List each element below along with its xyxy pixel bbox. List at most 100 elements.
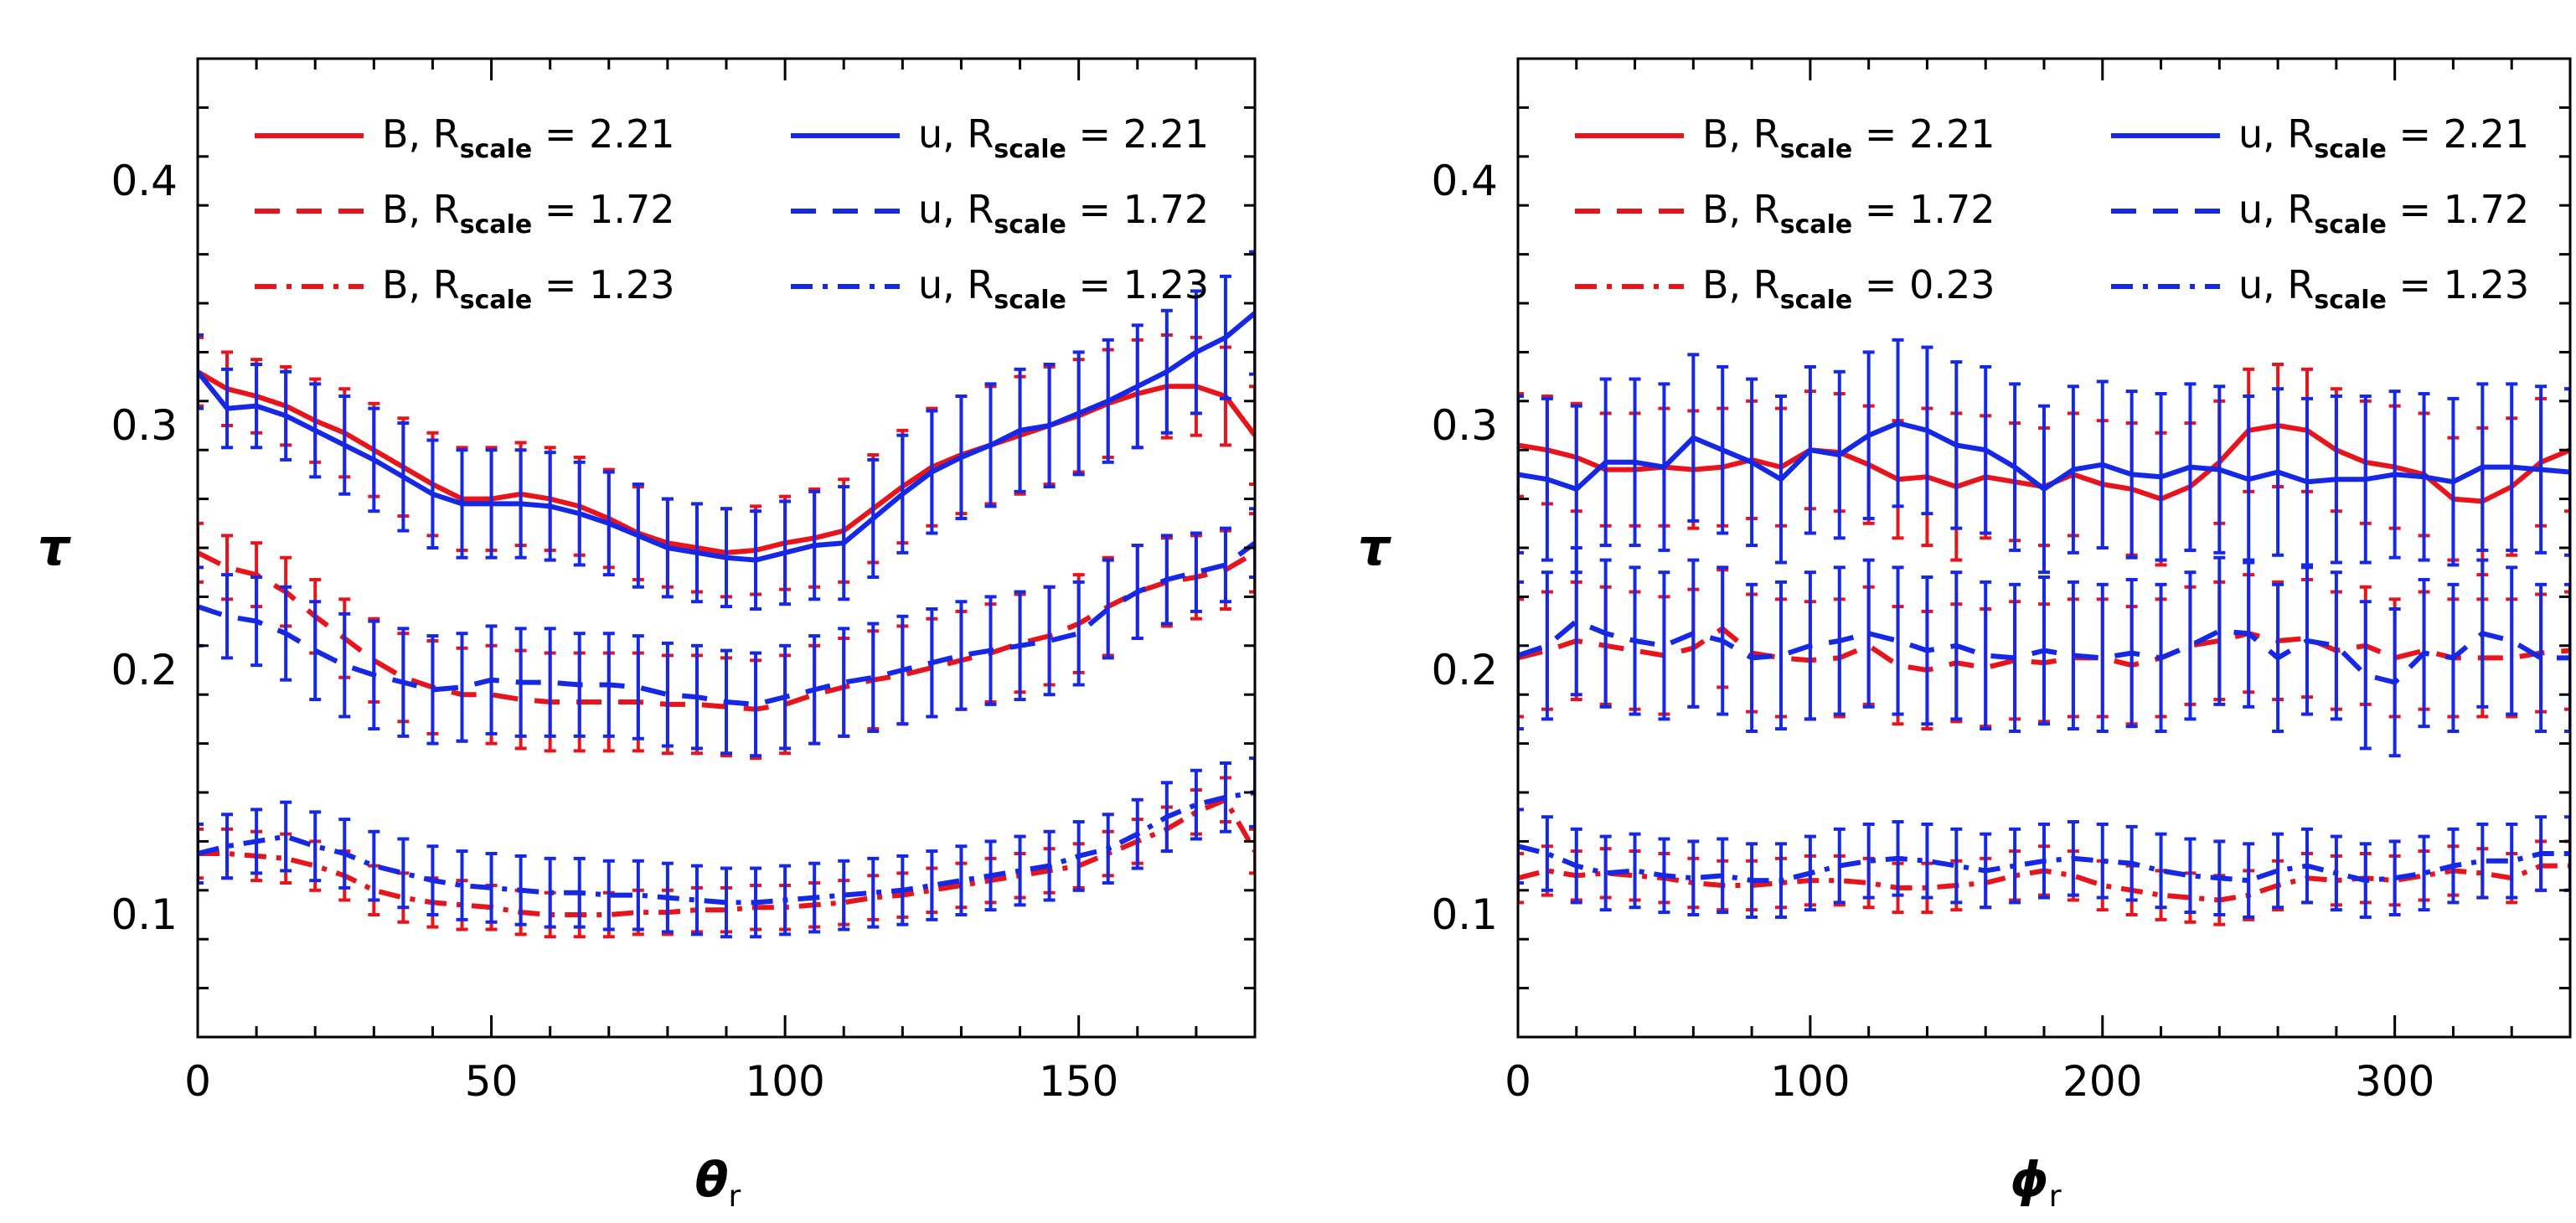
error-bar — [338, 612, 351, 719]
error-bar — [456, 632, 468, 743]
series-u-dashed — [1518, 546, 2570, 758]
x-axis-label: ϕr — [2010, 1151, 2061, 1214]
error-bar — [2243, 842, 2255, 919]
legend-label: B, Rscale = 1.23 — [382, 262, 675, 315]
series-line — [198, 790, 1255, 906]
legend-label: B, Rscale = 1.72 — [1702, 187, 1995, 240]
error-bar — [1541, 815, 1553, 892]
x-tick-label: 150 — [1039, 1057, 1118, 1106]
series-u-dashed — [198, 507, 1255, 758]
x-tick-label: 200 — [2062, 1057, 2142, 1106]
error-bar — [2564, 582, 2570, 733]
error-bar — [1190, 531, 1202, 613]
error-bar — [720, 866, 732, 939]
error-bar — [1716, 837, 1729, 915]
legend-label: u, Rscale = 1.72 — [2238, 187, 2529, 240]
y-tick-label: 0.4 — [111, 157, 178, 205]
error-bar — [632, 859, 644, 931]
error-bar — [2096, 822, 2109, 900]
legend-label: u, Rscale = 1.23 — [2238, 262, 2529, 315]
error-bar — [750, 651, 762, 758]
chart-panel-theta: 0 50 100 150 0.1 0.2 0.3 0.4 θr τ B, Rscale = 2.21… — [38, 57, 1257, 1214]
error-bar — [2184, 837, 2197, 915]
error-bar — [1518, 597, 1524, 719]
series-line — [1518, 618, 2570, 685]
x-tick-label: 300 — [2355, 1057, 2434, 1106]
legend-label: u, Rscale = 1.23 — [918, 262, 1209, 315]
legend-label: u, Rscale = 2.21 — [918, 111, 1209, 164]
error-bar — [397, 837, 410, 910]
error-bar — [2476, 822, 2489, 900]
error-bar — [309, 810, 322, 883]
legend-item: B, Rscale = 0.23 — [1575, 262, 1995, 315]
error-bar — [1072, 580, 1085, 687]
plot-area — [1518, 338, 2570, 926]
legend-item: u, Rscale = 2.21 — [2111, 111, 2529, 164]
error-bar — [1892, 565, 1904, 716]
series-u-dashdot — [198, 756, 1255, 939]
legend-label: B, Rscale = 2.21 — [1702, 111, 1995, 164]
error-bar — [221, 573, 234, 660]
y-axis-label: τ — [1358, 519, 1392, 577]
y-tick-label: 0.3 — [1431, 401, 1498, 450]
error-bar — [632, 634, 644, 741]
error-bar — [198, 822, 204, 885]
legend-label: B, Rscale = 2.21 — [382, 111, 675, 164]
error-bar — [1862, 558, 1875, 709]
error-bar — [955, 600, 968, 711]
error-bar — [1541, 570, 1553, 721]
error-bar — [926, 849, 938, 921]
error-bar — [456, 849, 468, 921]
plot-area — [198, 250, 1255, 939]
error-bar — [1775, 580, 1787, 731]
error-bar — [1249, 756, 1255, 828]
error-bar — [198, 335, 204, 408]
legend-label: B, Rscale = 1.72 — [382, 187, 675, 240]
error-bar — [1043, 585, 1056, 697]
x-tick-label: 0 — [184, 1057, 211, 1106]
legend-item: B, Rscale = 2.21 — [255, 111, 675, 164]
legend-item: B, Rscale = 2.21 — [1575, 111, 1995, 164]
error-bar — [198, 521, 204, 584]
error-bar — [426, 634, 439, 746]
series-u-solid — [1518, 338, 2570, 575]
legend-item: u, Rscale = 1.72 — [2111, 187, 2529, 240]
error-bar — [867, 856, 880, 929]
error-bar — [1629, 832, 1641, 910]
y-tick-label: 0.4 — [1431, 157, 1498, 205]
x-tick-label: 0 — [1505, 1057, 1531, 1106]
legend-label: u, Rscale = 1.72 — [918, 187, 1209, 240]
error-bar — [1599, 834, 1612, 912]
legend-item: u, Rscale = 2.21 — [791, 111, 1209, 164]
error-bar — [1518, 394, 1524, 555]
error-bar — [2506, 822, 2518, 900]
error-bar — [838, 859, 850, 931]
error-bar — [198, 827, 204, 880]
legend-item: B, Rscale = 1.23 — [255, 262, 675, 315]
error-bar — [368, 829, 380, 902]
error-bar — [1190, 768, 1202, 841]
y-tick-label: 0.2 — [1431, 646, 1498, 694]
error-bar — [1249, 512, 1255, 594]
error-bar — [1862, 822, 1875, 900]
x-axis-label: θr — [695, 1151, 741, 1214]
legend: B, Rscale = 2.21 u, Rscale = 2.21 B, Rscal… — [1575, 111, 2529, 315]
error-bar — [690, 864, 703, 937]
x-tick-label: 100 — [745, 1057, 824, 1106]
series-line — [1518, 844, 2570, 884]
x-tick-label: 100 — [1770, 1057, 1850, 1106]
error-bar — [2155, 832, 2167, 910]
error-bar — [1921, 822, 1933, 900]
error-bar — [198, 333, 204, 410]
series-u-dashdot — [1518, 808, 2570, 919]
legend-item: B, Rscale = 1.72 — [1575, 187, 1995, 240]
series-line — [198, 540, 1255, 707]
legend-label: B, Rscale = 0.23 — [1702, 262, 1995, 315]
error-bar — [1518, 392, 1524, 498]
error-bar — [1980, 580, 1992, 731]
error-bar — [2564, 387, 2570, 557]
error-bar — [2535, 582, 2548, 733]
error-bar — [1518, 852, 1524, 905]
